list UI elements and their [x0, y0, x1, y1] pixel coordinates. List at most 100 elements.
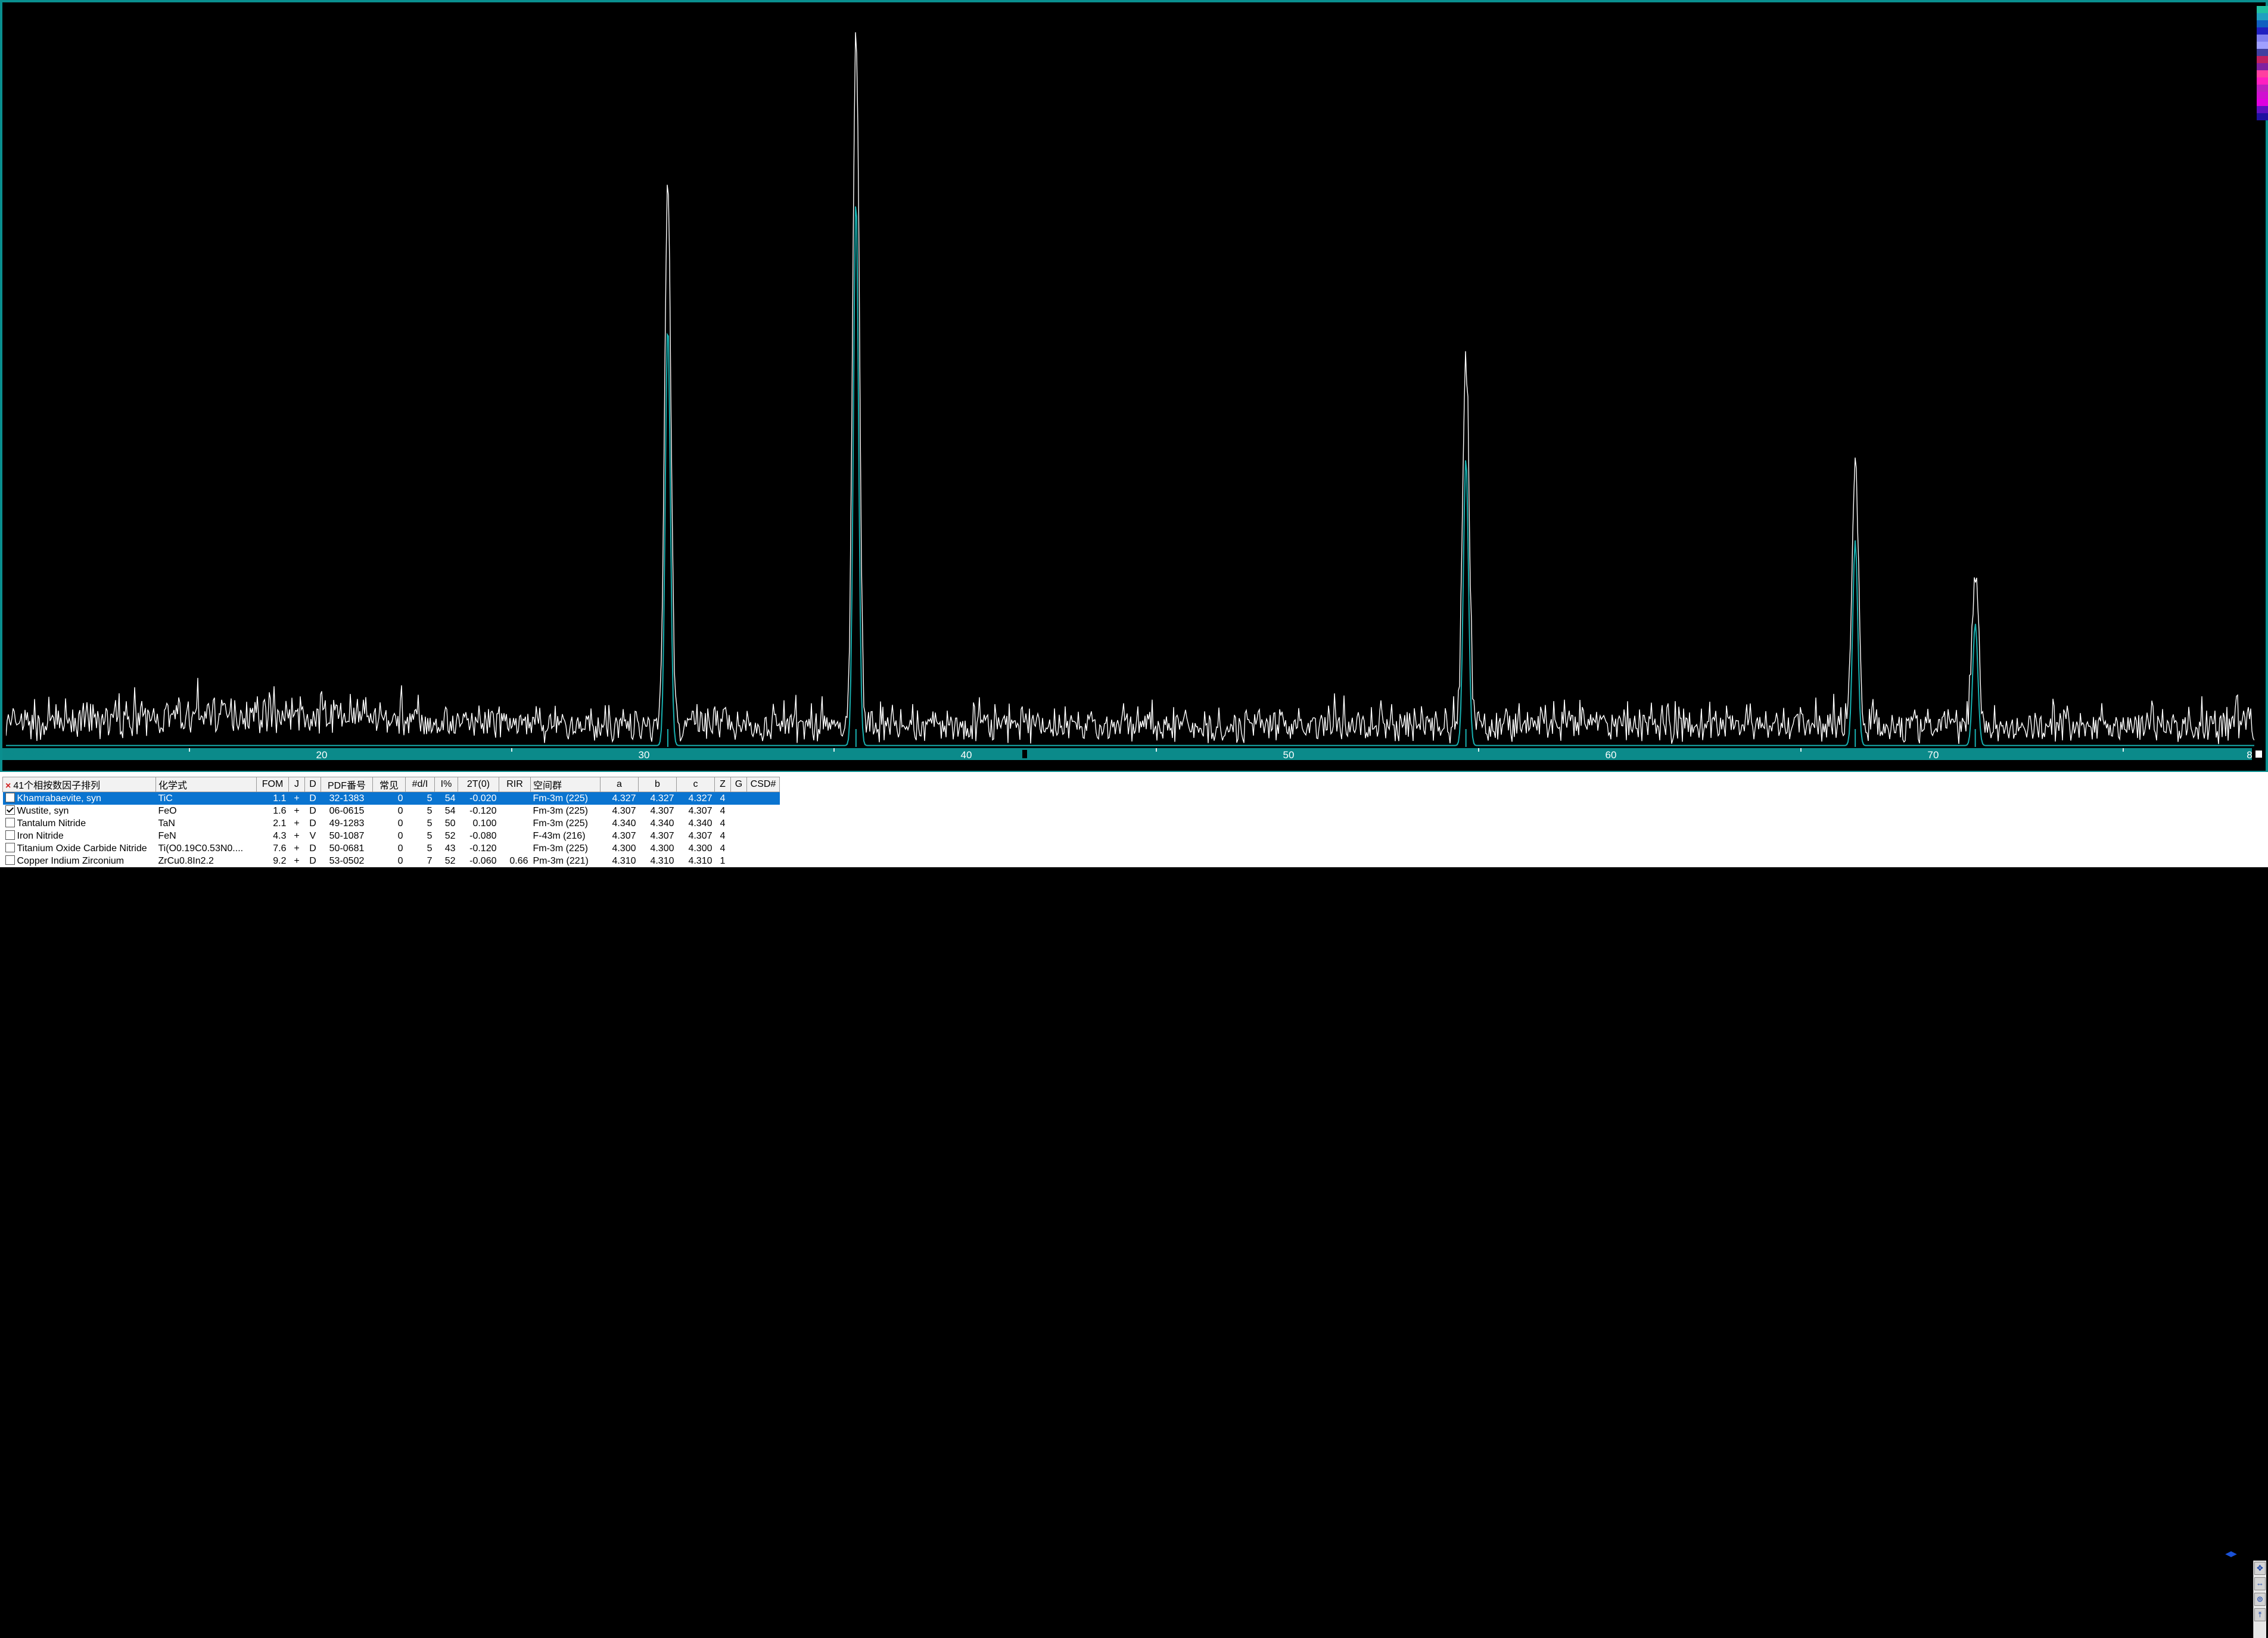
col-nd[interactable]: #d/I [405, 777, 435, 792]
col-twotheta[interactable]: 2T(0) [458, 777, 499, 792]
col-pdf[interactable]: PDF番号 [321, 777, 373, 792]
cell-tt: 0.100 [472, 818, 497, 829]
palette-swatch[interactable] [2257, 13, 2268, 20]
palette-swatch[interactable] [2257, 106, 2268, 113]
cell-tt: -0.060 [469, 855, 497, 866]
col-g[interactable]: G [730, 777, 747, 792]
cell-ip: 54 [444, 805, 456, 816]
col-d[interactable]: D [304, 777, 321, 792]
cell-sg: Fm-3m (225) [533, 843, 588, 854]
cell-b: 4.340 [650, 818, 674, 829]
cell-c: 4.327 [676, 792, 715, 805]
main-window [0, 0, 2268, 866]
phase-checkbox[interactable] [5, 843, 15, 852]
palette-swatch[interactable] [2257, 42, 2268, 49]
phase-row[interactable]: Wustite, syn FeO 1.6 + D 06-0615 0 5 54 -0.120 Fm-… [3, 805, 780, 817]
cell-formula: TaN [158, 818, 175, 829]
phase-name: Titanium Oxide Carbide Nitride [17, 843, 147, 854]
close-icon[interactable]: × [5, 781, 11, 791]
axis-scroll-button[interactable] [2252, 748, 2266, 760]
cell-j: + [294, 805, 300, 816]
col-a[interactable]: a [600, 777, 639, 792]
phase-row[interactable]: Iron Nitride FeN 4.3 + V 50-1087 0 5 52 -0.080 F-4… [3, 830, 780, 842]
cell-c: 4.300 [688, 843, 713, 854]
phase-checkbox[interactable] [5, 793, 15, 802]
cell-z: 4 [720, 805, 726, 816]
cell-fom: 9.2 [273, 855, 287, 866]
two-theta-axis[interactable]: 2θ = 40.45 20 30 40 50 60 70 8 [2, 748, 2253, 761]
palette-swatch[interactable] [2257, 6, 2268, 13]
cell-fom: 2.1 [273, 818, 287, 829]
col-common[interactable]: 常见 [372, 777, 406, 792]
scroll-top-icon[interactable]: ⤒ [2254, 1608, 2266, 1621]
col-csd[interactable]: CSD# [746, 777, 780, 792]
axis-tick-label: 8 [2247, 749, 2253, 761]
scroll-tool-2-icon[interactable]: ⇔ [2254, 1577, 2266, 1590]
palette-swatch[interactable] [2257, 85, 2268, 92]
cell-g [731, 830, 747, 842]
phase-name: Iron Nitride [17, 831, 64, 841]
phase-row[interactable]: Khamrabaevite, syn TiC 1.1 + D 32-1383 0 5 54 -0.… [2, 792, 780, 805]
cell-csd [747, 855, 780, 867]
palette-swatch[interactable] [2257, 77, 2268, 85]
phase-row[interactable]: Titanium Oxide Carbide Nitride Ti(O0.19C0… [3, 842, 780, 855]
axis-tick-label: 40 [960, 749, 972, 761]
col-z[interactable]: Z [714, 777, 731, 792]
phase-checkbox[interactable] [5, 818, 15, 827]
palette-swatch[interactable] [2257, 56, 2268, 63]
cell-sg: Fm-3m (225) [533, 818, 588, 829]
palette-swatch[interactable] [2257, 20, 2268, 27]
table-vertical-scrollbar[interactable]: ✥ ⇔ ⊚ ⤒ [2253, 1561, 2266, 1638]
col-c[interactable]: c [676, 777, 715, 792]
axis-tick [189, 748, 190, 752]
col-ip[interactable]: I% [434, 777, 458, 792]
cell-b: 4.327 [638, 792, 677, 805]
palette-swatch[interactable] [2257, 99, 2268, 106]
col-b[interactable]: b [638, 777, 677, 792]
cell-fom: 1.6 [273, 805, 287, 816]
axis-tick-label: 20 [316, 749, 328, 761]
phase-checkbox[interactable] [5, 855, 15, 865]
cell-b: 4.300 [650, 843, 674, 854]
cell-nd: 5 [427, 818, 433, 829]
col-rir[interactable]: RIR [499, 777, 531, 792]
col-space-group[interactable]: 空间群 [530, 777, 601, 792]
palette-swatch[interactable] [2257, 92, 2268, 99]
peak-cursor-marker[interactable] [1022, 750, 1027, 758]
cell-j: + [294, 843, 300, 854]
cell-d: V [309, 830, 316, 841]
palette-swatch[interactable] [2257, 113, 2268, 120]
cell-z: 4 [720, 818, 726, 829]
palette-swatch[interactable] [2257, 35, 2268, 42]
diffraction-plot[interactable] [6, 6, 2254, 749]
cell-common: 0 [397, 855, 403, 866]
col-formula[interactable]: 化学式 [155, 777, 257, 792]
phase-checkbox[interactable] [5, 830, 15, 840]
expand-arrows-icon[interactable]: ◂▸ [2226, 1547, 2237, 1559]
cell-ip: 50 [444, 818, 456, 829]
palette-swatch[interactable] [2257, 70, 2268, 77]
palette-swatch[interactable] [2257, 63, 2268, 70]
cell-formula: FeO [158, 805, 177, 816]
cell-pdf: 32-1383 [321, 792, 373, 805]
cell-formula: FeN [158, 830, 176, 841]
scroll-tool-1-icon[interactable]: ✥ [2254, 1562, 2266, 1575]
color-palette[interactable] [2257, 6, 2268, 163]
palette-swatch[interactable] [2257, 27, 2268, 35]
cell-common: 0 [397, 818, 403, 829]
col-title[interactable]: × 41个相按数因子排列 [2, 777, 156, 792]
scroll-tool-3-icon[interactable]: ⊚ [2254, 1593, 2266, 1606]
col-j[interactable]: J [288, 777, 305, 792]
axis-tick [2123, 748, 2124, 752]
palette-swatch[interactable] [2257, 49, 2268, 56]
phase-name: Wustite, syn [17, 806, 69, 816]
cell-g [731, 805, 747, 817]
cell-g [730, 792, 747, 805]
cell-z: 4 [720, 843, 726, 854]
col-fom[interactable]: FOM [256, 777, 289, 792]
phase-checkbox[interactable] [5, 805, 15, 815]
cell-rir [499, 842, 531, 855]
collapse-up-icon[interactable]: ▲ [2246, 1547, 2255, 1558]
phase-row[interactable]: Copper Indium Zirconium ZrCu0.8In2.2 9.2 + D… [3, 855, 780, 867]
phase-row[interactable]: Tantalum Nitride TaN 2.1 + D 49-1283 0 5 50 0.100… [3, 817, 780, 830]
